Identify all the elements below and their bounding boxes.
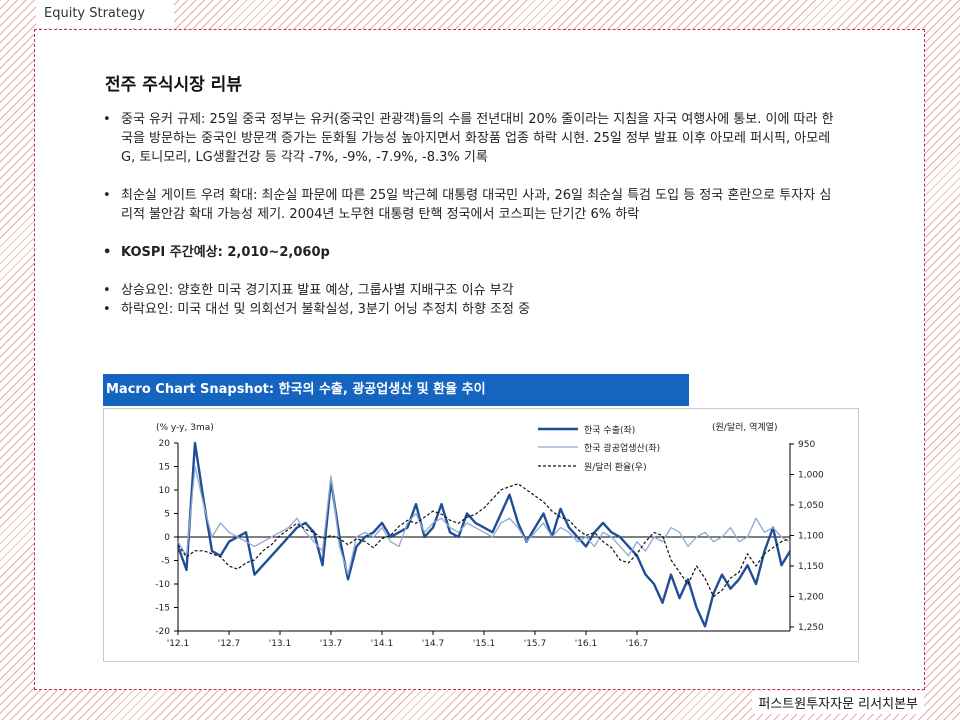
x-tick-label: '12.7 — [218, 639, 241, 649]
x-tick-label: '16.7 — [626, 639, 649, 649]
legend-label: 한국 수출(좌) — [584, 425, 635, 436]
legend-label: 한국 광공업생산(좌) — [584, 442, 660, 454]
x-tick-label: '13.1 — [269, 639, 292, 649]
x-tick-label: '16.1 — [575, 639, 598, 649]
right-tick-label: 950 — [798, 440, 815, 450]
left-tick-label: 10 — [159, 486, 171, 496]
production-line — [177, 465, 791, 576]
macro-chart: (% y-y, 3ma) (원/달러, 역계열) 20 15 10 5 0 -5 -10 -15 -… — [103, 408, 859, 662]
left-tick-label: 5 — [164, 510, 170, 520]
x-tick-label: '12.1 — [167, 639, 190, 649]
fx-line — [177, 483, 791, 598]
chart-header-bar: Macro Chart Snapshot: 한국의 수출, 광공업생산 및 환율… — [103, 374, 689, 406]
bullet-spacer — [101, 224, 841, 243]
left-tick-label: -15 — [155, 604, 170, 614]
right-tick-label: 1,100 — [798, 532, 824, 542]
page-title: 전주 주식시장 리뷰 — [105, 75, 242, 95]
bullet-spacer — [101, 167, 841, 186]
left-tick-label: -20 — [155, 627, 170, 637]
bullet-icon: • — [103, 245, 112, 260]
review-bullet-list: • 중국 유커 규제: 25일 중국 정부는 유커(중국인 관광객)들의 수를 전… — [101, 110, 841, 319]
chart-svg: (% y-y, 3ma) (원/달러, 역계열) 20 15 10 5 0 -5 -10 -15 -… — [155, 421, 824, 649]
x-tick-label: '13.7 — [320, 639, 343, 649]
left-tick-label: 0 — [164, 533, 170, 543]
bullet-spacer — [101, 262, 841, 281]
section-label: Equity Strategy — [36, 0, 174, 28]
right-tick-label: 1,000 — [798, 471, 824, 481]
right-tick-label: 1,200 — [798, 593, 824, 603]
bullet-downside-factors: • 하락요인: 미국 대선 및 의회선거 불확실성, 3분기 어닝 추정치 하향 … — [103, 302, 531, 317]
left-tick-label: -10 — [155, 580, 170, 590]
bullet-upside-factors: • 상승요인: 양호한 미국 경기지표 발표 예상, 그룹사별 지배구조 이슈 부… — [103, 283, 514, 298]
x-tick-label: '15.7 — [524, 639, 547, 649]
publisher-label: 퍼스트원투자자문 리서치본부 — [752, 691, 924, 714]
left-axis-label: (% y-y, 3ma) — [156, 423, 214, 433]
bullet-icon: • — [103, 188, 111, 203]
left-tick-label: 15 — [159, 463, 170, 473]
bullet-icon: • — [103, 283, 111, 298]
legend-label: 원/달러 환율(우) — [584, 461, 647, 473]
x-tick-label: '14.1 — [371, 639, 394, 649]
left-tick-label: -5 — [161, 557, 170, 567]
bullet-kospi-forecast: • KOSPI 주간예상: 2,010~2,060p — [103, 245, 330, 260]
right-tick-label: 1,250 — [798, 623, 824, 633]
right-tick-label: 1,150 — [798, 562, 824, 572]
bullet-icon: • — [103, 302, 111, 317]
export-line — [176, 441, 792, 628]
bullet-political-risk: • 최순실 게이트 우려 확대: 최순실 파문에 따른 25일 박근혜 대통령 대… — [103, 188, 832, 222]
left-tick-label: 20 — [159, 439, 171, 449]
x-tick-label: '14.7 — [422, 639, 445, 649]
right-axis-label: (원/달러, 역계열) — [712, 421, 777, 433]
bullet-china-tourist: • 중국 유커 규제: 25일 중국 정부는 유커(중국인 관광객)들의 수를 전… — [103, 112, 834, 165]
right-tick-label: 1,050 — [798, 501, 824, 511]
content-panel: 전주 주식시장 리뷰 • 중국 유커 규제: 25일 중국 정부는 유커(중국인 … — [34, 29, 925, 690]
bullet-icon: • — [103, 112, 111, 127]
x-tick-label: '15.1 — [473, 639, 496, 649]
